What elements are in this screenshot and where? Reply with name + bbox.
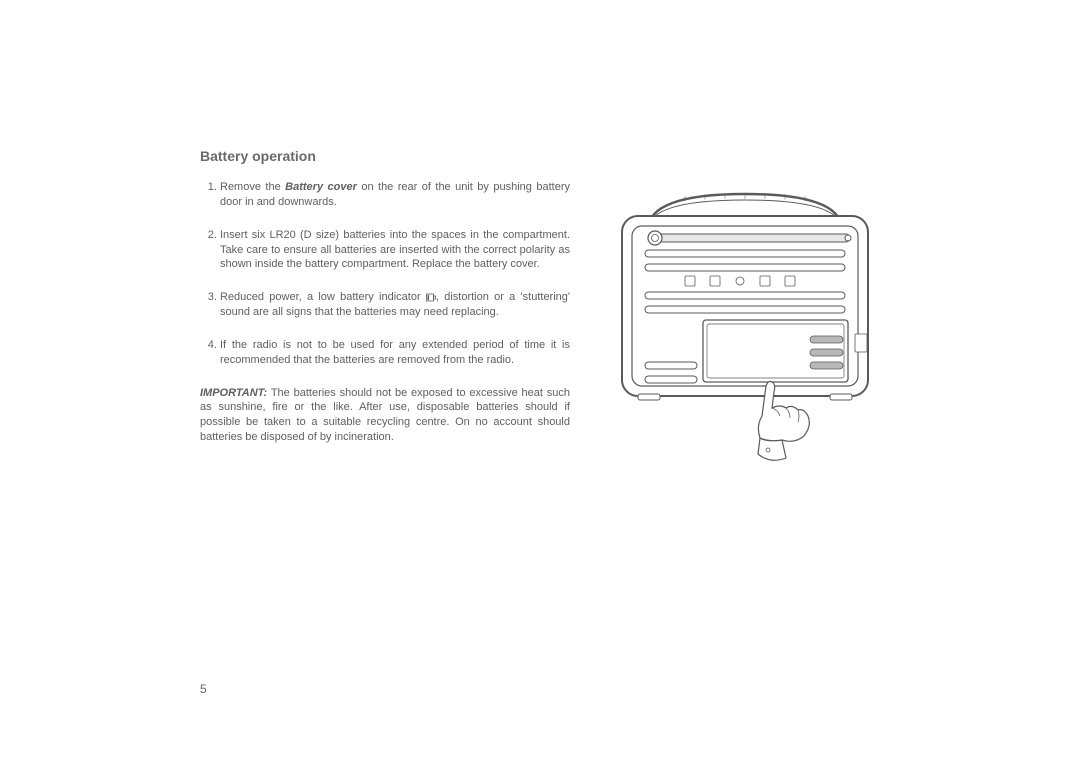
manual-page: Battery operation Remove the Battery cov… [0,0,1080,763]
step-3-text-a: Reduced power, a low battery indicator [220,291,426,303]
battery-cover [703,320,848,382]
instruction-list: Remove the Battery cover on the rear of … [200,180,570,368]
low-battery-icon [426,292,436,301]
step-1-bold: Battery cover [285,181,357,193]
page-number: 5 [200,682,207,696]
antenna-recess [650,234,850,242]
step-3: Reduced power, a low battery indicator ,… [220,290,570,320]
body-text-column: Remove the Battery cover on the rear of … [200,180,570,456]
important-label: IMPORTANT: [200,387,267,399]
label-plate [855,334,867,352]
important-paragraph: IMPORTANT: The batteries should not be e… [200,386,570,445]
step-2: Insert six LR20 (D size) batteries into … [220,228,570,273]
radio-rear-illustration [610,186,880,466]
step-4: If the radio is not to be used for any e… [220,338,570,368]
step-1: Remove the Battery cover on the rear of … [220,180,570,210]
step-1-text-a: Remove the [220,181,285,193]
section-heading: Battery operation [200,148,316,164]
